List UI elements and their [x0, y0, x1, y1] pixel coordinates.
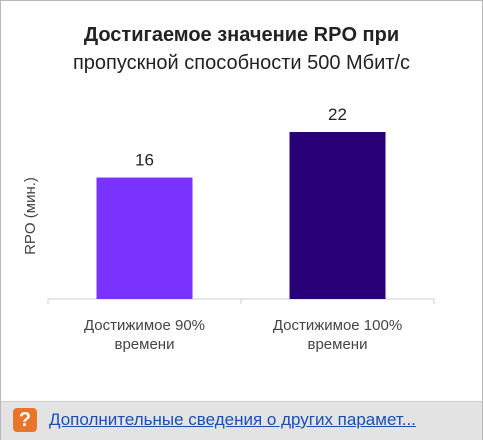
data-label: 16: [135, 151, 154, 170]
more-info-link[interactable]: Дополнительные сведения о других парамет…: [49, 410, 416, 429]
bar-chart: 16 Достижимое 90% времени 22 Достижимое 100%…: [47, 105, 435, 353]
bar: [289, 132, 386, 299]
chart-subtitle: пропускной способности 500 Мбит/с: [72, 52, 411, 74]
x-tick-label: времени: [115, 336, 175, 353]
x-tick-label: Достижимое 90%: [84, 317, 205, 334]
x-tick-label: Достижимое 100%: [273, 317, 402, 334]
chart-title: Достигаемое значение RPO при пропускной …: [1, 21, 482, 77]
x-tick-label: времени: [308, 336, 368, 353]
help-footer: ? Дополнительные сведения о других парам…: [1, 401, 482, 440]
data-label: 22: [328, 105, 347, 124]
chart-title-main: Достигаемое значение RPO при: [83, 24, 400, 46]
bar: [96, 177, 193, 299]
question-icon[interactable]: ?: [13, 408, 37, 432]
